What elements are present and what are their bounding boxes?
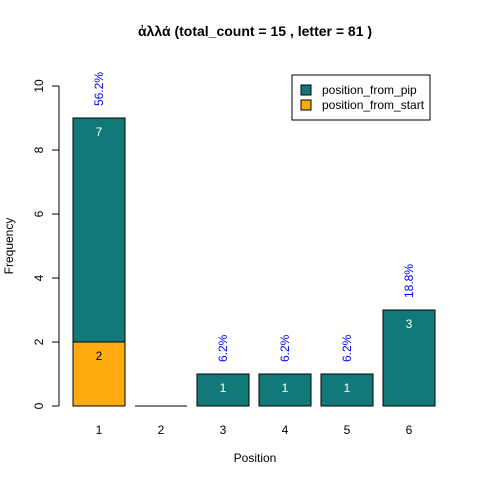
x-axis-label: Position <box>234 451 277 465</box>
chart-title: ἀλλά (total_count = 15 , letter = 81 ) <box>138 23 372 39</box>
bar-segment-position-from-pip <box>382 309 436 407</box>
bar-segment-position-from-pip <box>258 373 312 407</box>
legend-entry-label: position_from_start <box>322 98 425 112</box>
x-axis: 1 2 3 4 5 6 <box>96 423 413 437</box>
percent-label: 6.2% <box>216 334 230 362</box>
segment-value-label: 1 <box>220 381 227 395</box>
bar-segment-position-from-pip <box>196 373 250 407</box>
legend-swatch <box>300 99 312 111</box>
legend-entry-label: position_from_pip <box>322 83 417 97</box>
y-tick-label: 2 <box>32 338 46 345</box>
y-axis-label: Frequency <box>2 218 16 275</box>
labels-group: 2 7 1 1 1 3 56.2% 6.2% 6.2% 6.2% 18.8% <box>92 72 416 395</box>
percent-label: 6.2% <box>278 334 292 362</box>
percent-label: 6.2% <box>340 334 354 362</box>
y-tick-label: 10 <box>32 79 46 93</box>
segment-value-label: 3 <box>406 317 413 331</box>
y-tick-label: 8 <box>32 146 46 153</box>
y-tick-label: 0 <box>32 402 46 409</box>
percent-label: 56.2% <box>92 72 106 106</box>
bar-segment-position-from-start <box>72 341 126 407</box>
segment-value-label: 1 <box>282 381 289 395</box>
segment-value-label: 7 <box>96 125 103 139</box>
y-axis: 0 2 4 6 8 10 <box>32 79 60 409</box>
x-tick-label: 1 <box>96 423 103 437</box>
y-tick-label: 6 <box>32 210 46 217</box>
y-tick-label: 4 <box>32 274 46 281</box>
percent-label: 18.8% <box>402 264 416 298</box>
bar-segment-position-from-pip <box>72 117 126 343</box>
legend-box <box>291 74 431 121</box>
x-tick-label: 5 <box>344 423 351 437</box>
bars-group <box>72 117 436 407</box>
x-tick-label: 3 <box>220 423 227 437</box>
segment-value-label: 2 <box>96 349 103 363</box>
x-tick-label: 2 <box>158 423 165 437</box>
x-tick-label: 4 <box>282 423 289 437</box>
legend-swatch <box>300 84 312 96</box>
segment-value-label: 1 <box>344 381 351 395</box>
x-tick-label: 6 <box>406 423 413 437</box>
bar-segment-position-from-pip <box>320 373 374 407</box>
